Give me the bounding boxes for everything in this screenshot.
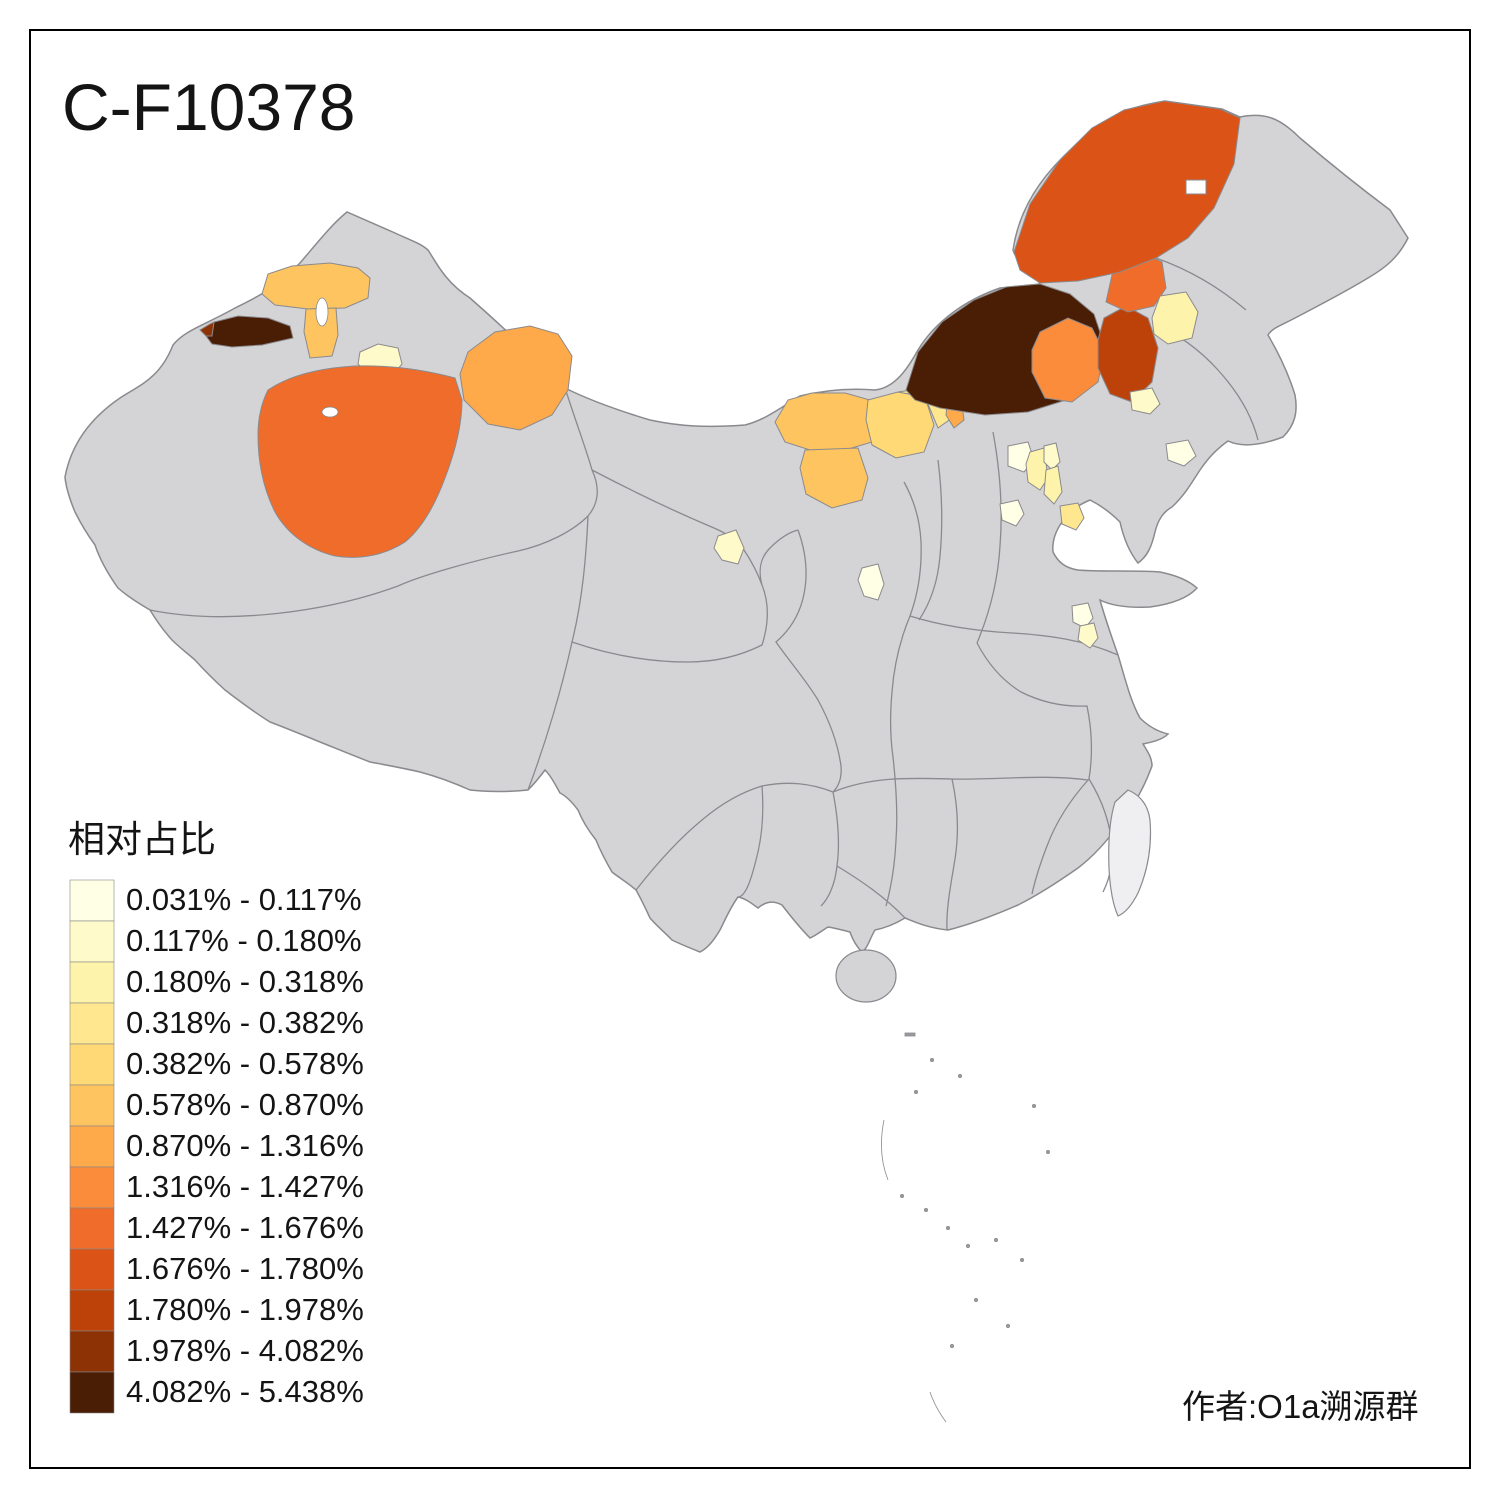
map-region-west-xinjiang-dark-tip	[199, 321, 215, 337]
legend-label-2: 0.180% - 0.318%	[126, 964, 364, 999]
map-region-west-xinjiang-dark	[205, 315, 294, 348]
legend-label-10: 1.780% - 1.978%	[126, 1292, 364, 1327]
map-region-beijing-c	[1043, 442, 1061, 471]
legend-label-8: 1.427% - 1.676%	[126, 1210, 364, 1245]
map-region-jiangsu-b	[1077, 622, 1099, 649]
map-region-wuhai	[799, 447, 869, 509]
map-region-tangshan	[1059, 502, 1085, 531]
figure-title: C-F10378	[62, 70, 356, 144]
legend-label-7: 1.316% - 1.427%	[126, 1169, 364, 1204]
south-china-sea-islands	[880, 1032, 1051, 1423]
map-region-ningxia-small	[857, 563, 885, 601]
legend-label-9: 1.676% - 1.780%	[126, 1251, 364, 1286]
ebinur-lake	[315, 297, 329, 327]
map-region-central-xinjiang	[257, 365, 463, 558]
plot-frame	[29, 29, 1471, 1469]
legend-swatch-10	[69, 1289, 115, 1332]
mainland-china-shape	[64, 100, 1409, 953]
map-region-north-xinjiang-a	[261, 262, 371, 310]
legend-swatch-0	[69, 879, 115, 922]
taiwan-island	[1108, 789, 1152, 917]
legend-label-0: 0.031% - 0.117%	[126, 882, 362, 917]
legend-label-12: 4.082% - 5.438%	[126, 1374, 364, 1409]
legend-swatch-11	[69, 1330, 115, 1373]
author-credit: 作者:O1a溯源群	[1182, 1388, 1419, 1425]
legend-label-3: 0.318% - 0.382%	[126, 1005, 364, 1040]
map-region-hami	[459, 325, 573, 431]
legend-swatch-1	[69, 920, 115, 963]
legend-label-1: 0.117% - 0.180%	[126, 923, 362, 958]
legend-swatch-5	[69, 1084, 115, 1127]
map-region-chifeng	[1031, 317, 1105, 403]
bosten-lake	[321, 406, 339, 418]
map-region-west-liaoning-pale	[1129, 387, 1161, 415]
legend-swatch-9	[69, 1248, 115, 1291]
legend-swatch-12	[69, 1371, 115, 1414]
legend-swatch-7	[69, 1166, 115, 1209]
map-region-bayannur	[774, 392, 881, 451]
map-region-west-jilin-pale	[1151, 291, 1199, 345]
map-region-tianjin	[1043, 465, 1063, 505]
hainan-island	[835, 949, 897, 1003]
map-region-north-xinjiang-b	[303, 307, 339, 359]
legend-title: 相对占比	[68, 819, 216, 860]
legend-label-11: 1.978% - 4.082%	[126, 1333, 364, 1368]
legend-label-6: 0.870% - 1.316%	[126, 1128, 364, 1163]
legend-swatch-2	[69, 961, 115, 1004]
map-region-hebei-small	[999, 499, 1025, 527]
legend-swatch-6	[69, 1125, 115, 1168]
legend-label-5: 0.578% - 0.870%	[126, 1087, 364, 1122]
map-region-hulunbuir	[1013, 100, 1241, 284]
hulunbuir-lake-hole	[1185, 179, 1207, 195]
legend-swatch-8	[69, 1207, 115, 1250]
map-region-liaodong-pale	[1165, 439, 1197, 467]
legend-label-4: 0.382% - 0.578%	[126, 1046, 364, 1081]
legend-swatch-3	[69, 1002, 115, 1045]
map-region-shaanxi-small	[713, 529, 745, 565]
legend: 相对占比 0.031% - 0.117% 0.117% - 0.180% 0.1…	[68, 819, 364, 1414]
province-borders	[149, 257, 1259, 931]
legend-swatch-4	[69, 1043, 115, 1086]
map-region-jiangsu-a	[1071, 602, 1094, 629]
